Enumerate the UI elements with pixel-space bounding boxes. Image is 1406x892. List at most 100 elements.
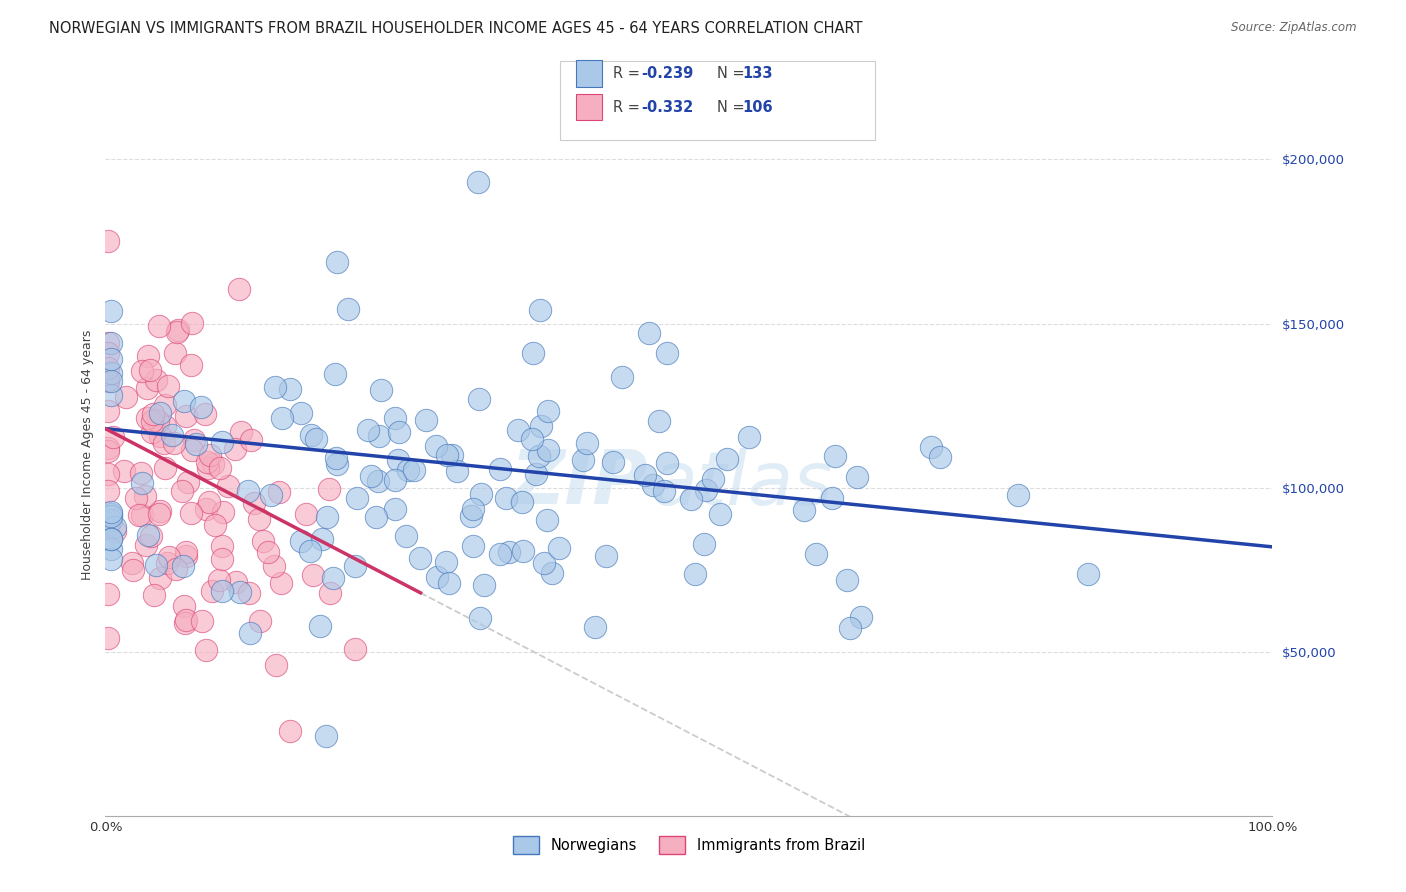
Point [131,476,153,491]
Point [100,508,122,522]
Point [121,556,143,570]
Point [683,566,706,581]
Point [212,505,235,519]
Point [115,390,138,404]
Point [211,551,233,566]
Point [326,255,349,269]
Point [141,425,163,440]
Point [165,562,187,576]
Point [149,571,172,585]
Point [166,325,188,339]
Point [100,532,122,546]
Point [97,467,120,481]
Point [97,373,120,387]
Point [100,388,122,402]
Point [252,534,274,549]
Point [524,467,547,481]
Point [470,611,492,625]
Point [344,642,367,657]
Point [180,506,202,520]
Point [824,449,846,463]
Point [360,469,382,483]
Point [434,555,457,569]
Point [318,482,340,496]
Point [153,419,176,434]
Point [148,507,170,521]
Point [97,631,120,645]
Point [145,373,167,387]
Point [134,489,156,503]
Point [652,484,675,499]
Point [264,380,287,394]
Point [143,588,166,602]
Point [211,584,233,599]
Point [190,400,212,414]
Point [460,508,482,523]
Point [194,643,217,657]
Point [488,462,510,476]
Point [529,419,551,434]
Point [177,475,200,489]
Point [537,443,560,458]
Point [647,414,669,428]
Point [1007,488,1029,502]
Text: ZIP: ZIP [510,447,648,520]
Point [208,574,231,588]
Point [356,424,378,438]
Point [576,436,599,450]
Point [97,234,120,248]
Point [655,345,678,359]
Point [290,534,312,549]
Point [693,537,716,551]
Point [160,428,183,442]
Point [163,436,186,450]
Point [441,448,464,462]
Point [131,364,153,378]
Point [278,723,301,738]
Point [97,441,120,455]
Point [323,368,346,382]
Point [602,455,624,469]
Point [343,559,366,574]
Point [572,452,595,467]
Point [610,370,633,384]
Point [100,532,122,546]
Point [183,434,205,448]
Point [436,448,458,462]
Point [849,610,872,624]
Point [228,281,250,295]
Point [290,406,312,420]
Point [522,346,544,360]
Point [315,509,337,524]
Point [533,556,555,570]
Point [153,398,176,412]
Point [506,423,529,437]
Point [200,448,222,462]
Point [131,508,153,523]
Point [104,524,127,539]
Text: atlas: atlas [651,448,832,520]
Point [308,619,330,633]
Point [415,412,437,426]
Point [170,483,193,498]
Point [461,539,484,553]
Point [247,512,270,526]
Point [702,472,724,486]
Point [128,508,150,522]
Point [156,379,179,393]
Point [595,549,617,563]
Point [149,504,172,518]
Point [100,513,122,527]
Point [101,430,124,444]
Point [174,545,197,559]
Point [278,382,301,396]
Point [184,437,207,451]
Point [229,585,252,599]
Point [804,547,827,561]
Point [529,302,551,317]
Point [695,483,717,497]
Point [201,583,224,598]
Point [174,613,197,627]
Point [370,383,392,397]
Point [153,461,176,475]
